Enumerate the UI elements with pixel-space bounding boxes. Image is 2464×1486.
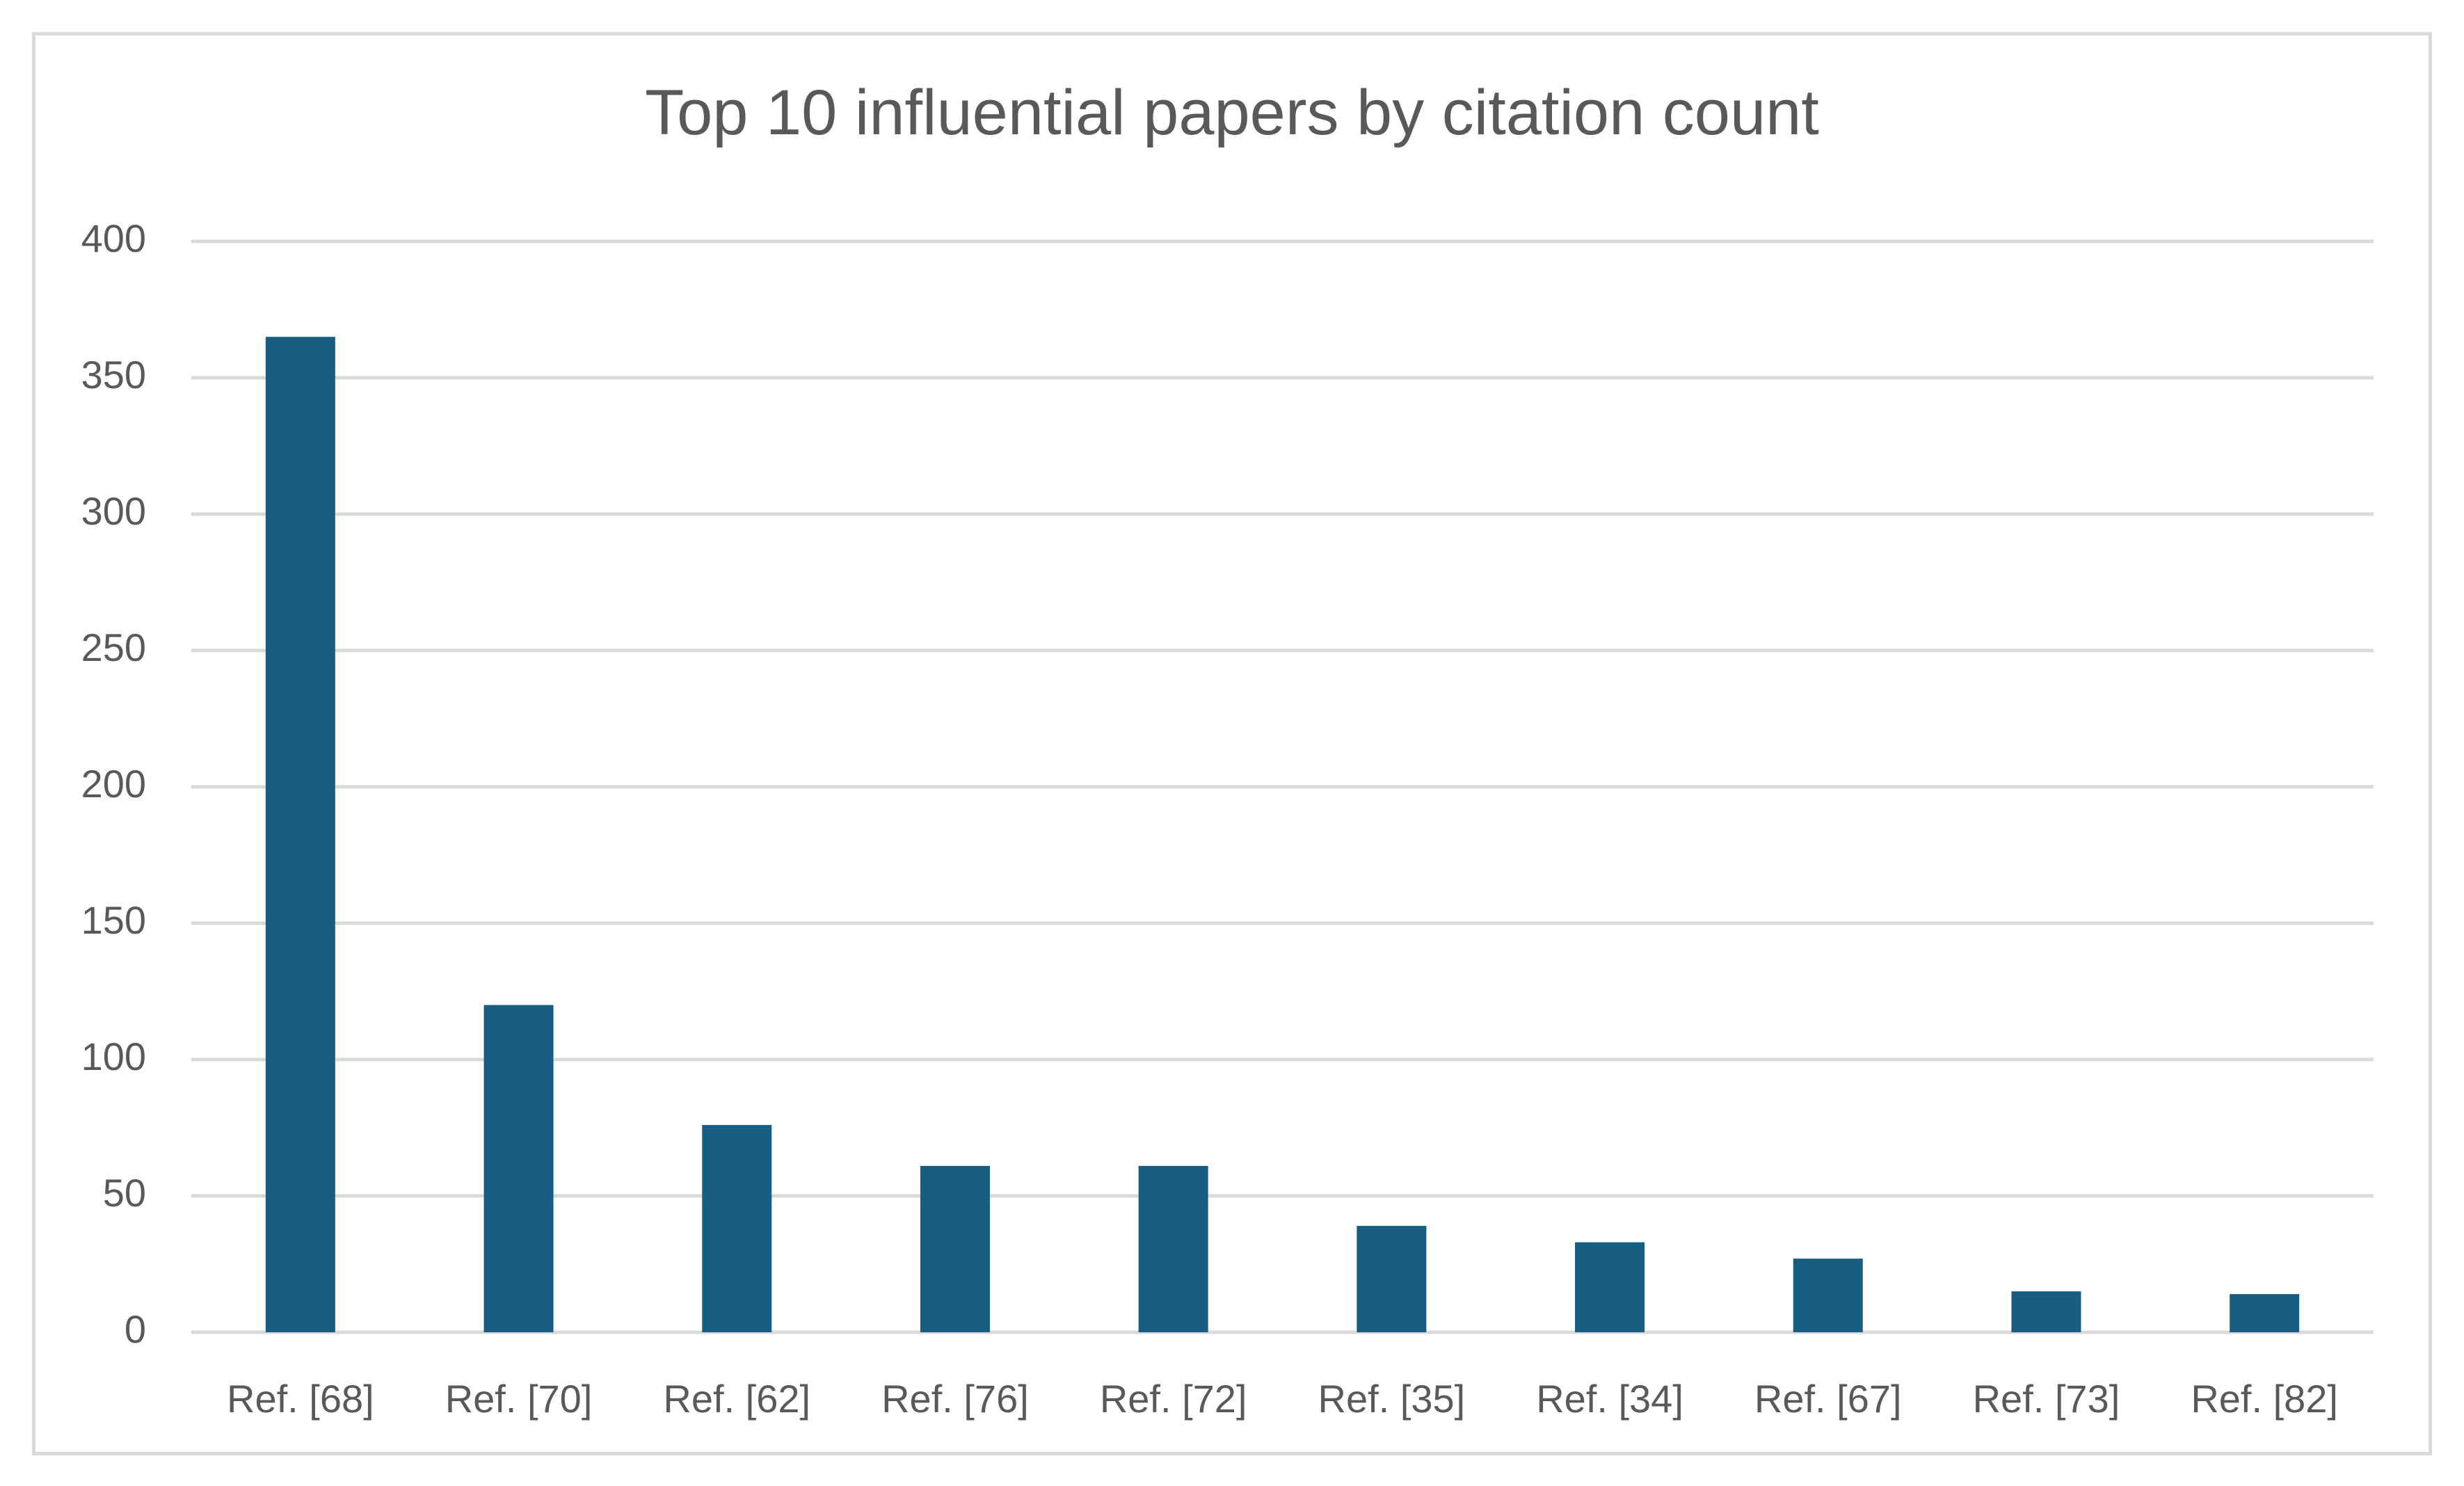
y-axis-ticks: 0 50 100 150 200 250 300 350 400 (81, 216, 146, 1351)
x-tick-label: Ref. [62] (663, 1377, 810, 1421)
x-tick-label: Ref. [72] (1100, 1377, 1247, 1421)
y-tick-label: 400 (81, 216, 146, 260)
bars (265, 337, 2300, 1333)
bar (702, 1125, 772, 1332)
y-tick-label: 100 (81, 1034, 146, 1078)
bar (920, 1165, 990, 1332)
bar (1575, 1242, 1645, 1332)
chart-frame (32, 32, 2432, 1455)
x-tick-label: Ref. [67] (1754, 1377, 1902, 1421)
y-tick-label: 50 (103, 1171, 146, 1215)
x-tick-label: Ref. [82] (2191, 1377, 2338, 1421)
y-tick-label: 350 (81, 353, 146, 397)
y-tick-label: 0 (125, 1307, 146, 1351)
bar (2011, 1291, 2081, 1332)
bar (265, 337, 335, 1333)
y-tick-label: 150 (81, 898, 146, 942)
gridlines (191, 239, 2374, 1334)
x-tick-label: Ref. [73] (1973, 1377, 2120, 1421)
x-tick-label: Ref. [34] (1536, 1377, 1683, 1421)
bar (1793, 1259, 1863, 1332)
chart-title: Top 10 influential papers by citation co… (645, 77, 1819, 148)
y-tick-label: 250 (81, 625, 146, 669)
y-tick-label: 300 (81, 489, 146, 533)
bar (2230, 1294, 2300, 1332)
x-axis-ticks: Ref. [68] Ref. [70] Ref. [62] Ref. [76] Ref.… (227, 1377, 2338, 1421)
x-tick-label: Ref. [70] (445, 1377, 593, 1421)
y-tick-label: 200 (81, 762, 146, 806)
bar (483, 1005, 554, 1332)
bar (1138, 1165, 1208, 1332)
x-tick-label: Ref. [35] (1318, 1377, 1466, 1421)
x-tick-label: Ref. [76] (881, 1377, 1029, 1421)
x-tick-label: Ref. [68] (227, 1377, 374, 1421)
bar (1357, 1226, 1427, 1332)
